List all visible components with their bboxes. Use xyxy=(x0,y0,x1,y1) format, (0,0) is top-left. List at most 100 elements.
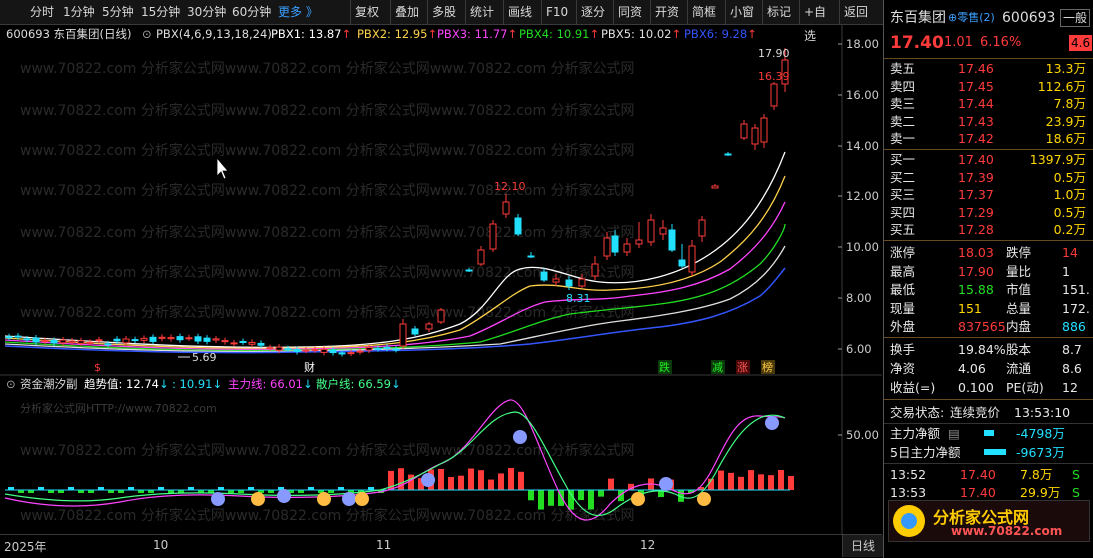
more-periods-button[interactable]: 更多 》 xyxy=(278,5,318,19)
badge-icon[interactable]: ⊕零售(2) xyxy=(948,11,995,24)
x-label-12: 12 xyxy=(640,538,656,552)
candle-body xyxy=(329,349,337,354)
category-tag[interactable]: 一般 xyxy=(1060,9,1091,27)
site-logo: 分析家公式网 www.70822.com xyxy=(888,500,1090,542)
bid-row[interactable]: 买三 17.37 1.0万 xyxy=(884,186,1093,203)
period-tab-15min[interactable]: 15分钟 xyxy=(141,5,181,19)
per-minute-button[interactable]: 逐分 xyxy=(576,0,613,24)
candle-body xyxy=(392,348,400,351)
small-window-button[interactable]: 小窗 xyxy=(725,0,762,24)
stat-label: 现量 xyxy=(890,300,916,316)
fuquan-button[interactable]: 复权 xyxy=(350,0,390,24)
logo-url: www.70822.com xyxy=(951,524,1063,538)
sub-bar xyxy=(568,490,574,510)
sub-bar xyxy=(318,490,324,493)
sub-chart-name[interactable]: 资金潮汐副 xyxy=(20,377,78,391)
bid-row[interactable]: 买五 17.28 0.2万 xyxy=(884,221,1093,238)
stats-button[interactable]: 统计 xyxy=(465,0,503,24)
f10-button[interactable]: F10 xyxy=(541,0,576,24)
period-tab-fenshi[interactable]: 分时 xyxy=(30,5,55,19)
bid-row[interactable]: 买四 17.29 0.5万 xyxy=(884,204,1093,221)
current-price: 17.40 xyxy=(890,33,944,53)
period-tab-30min[interactable]: 30分钟 xyxy=(187,5,227,19)
sub-bar xyxy=(698,487,704,490)
sub-bar xyxy=(768,475,774,490)
smile-face-icon xyxy=(251,492,265,506)
candle-body xyxy=(194,336,202,342)
candle-body xyxy=(347,352,355,355)
ask-row[interactable]: 卖二 17.43 23.9万 xyxy=(884,113,1093,130)
candle-body xyxy=(698,219,706,237)
simple-frame-button[interactable]: 简框 xyxy=(687,0,725,24)
ask-volume: 7.8万 xyxy=(1053,96,1086,112)
candle-body xyxy=(59,339,67,344)
candle-body xyxy=(399,323,407,347)
candle-body xyxy=(113,338,121,342)
marker-cai: 财 xyxy=(304,360,315,374)
fin-row: 收益(=) 0.100 PE(动) 12 xyxy=(884,379,1093,396)
fin-row: 净资 4.06 流通 8.6 xyxy=(884,360,1093,377)
period-tab-5min[interactable]: 5分钟 xyxy=(102,5,134,19)
sub-bar xyxy=(78,490,84,493)
period-tab-60min[interactable]: 60分钟 xyxy=(232,5,272,19)
mark-button[interactable]: 标记 xyxy=(762,0,799,24)
ask-label: 卖三 xyxy=(890,96,916,112)
multi-stock-button[interactable]: 多股 xyxy=(427,0,465,24)
ask-row[interactable]: 卖一 17.42 18.6万 xyxy=(884,130,1093,147)
stat-label: 最高 xyxy=(890,263,916,279)
ask-row[interactable]: 卖四 17.45 112.6万 xyxy=(884,78,1093,95)
candle-body xyxy=(275,346,283,351)
kline-period-button[interactable]: 日线 xyxy=(842,535,883,557)
stat-label-2: 市值 xyxy=(1006,282,1032,298)
x-label-11: 11 xyxy=(376,538,392,552)
candle-body xyxy=(540,271,548,281)
sub-bar xyxy=(458,475,464,490)
ask-price: 17.44 xyxy=(958,96,994,112)
sub-bar xyxy=(328,490,334,493)
same-fund-button[interactable]: 同资 xyxy=(613,0,650,24)
sub-bar xyxy=(358,490,364,493)
ask-row[interactable]: 卖三 17.44 7.8万 xyxy=(884,95,1093,112)
ask-row[interactable]: 卖五 17.46 13.3万 xyxy=(884,60,1093,77)
open-fund-button[interactable]: 开资 xyxy=(650,0,687,24)
draw-line-button[interactable]: 画线 xyxy=(503,0,541,24)
candle-body xyxy=(751,127,759,145)
candle-body xyxy=(50,340,58,344)
candle-body xyxy=(311,349,319,352)
tick-side: S xyxy=(1072,485,1080,500)
quote-panel: 东百集团 ⊕零售(2) 600693 一般 17.40 1.01 6.16% 4… xyxy=(883,0,1093,558)
candle-body xyxy=(68,340,76,343)
sub-bar xyxy=(558,490,564,506)
fin-label-2: 股本 xyxy=(1006,342,1032,357)
period-tab-1min[interactable]: 1分钟 xyxy=(63,5,95,19)
ask-volume: 13.3万 xyxy=(1045,61,1086,76)
sub-bar xyxy=(238,490,244,493)
calendar-icon[interactable]: ▤ xyxy=(948,426,960,441)
sub-bar xyxy=(438,468,444,490)
back-button[interactable]: 返回 xyxy=(839,0,882,24)
sub-bar xyxy=(578,490,584,501)
overlay-button[interactable]: 叠加 xyxy=(390,0,427,24)
sub-bar xyxy=(338,487,344,490)
marker-zhang: 涨 xyxy=(737,361,748,374)
candle-body xyxy=(14,335,22,338)
sub-toggle-icon[interactable]: ⊙ xyxy=(6,377,16,391)
sub-bar xyxy=(448,476,454,490)
fin-label: 换手 xyxy=(890,342,916,357)
candle-body xyxy=(257,342,265,346)
bid-row[interactable]: 买一 17.40 1397.9万 xyxy=(884,151,1093,168)
add-watchlist-button[interactable]: +自选 xyxy=(799,0,839,43)
bid-row[interactable]: 买二 17.39 0.5万 xyxy=(884,169,1093,186)
candle-body xyxy=(374,347,382,350)
indicator-toggle-icon[interactable]: ⊙ xyxy=(142,27,152,41)
indicator-name[interactable]: PBX(4,6,9,13,18,24) xyxy=(156,27,272,41)
sub-y-tick: 50.00 xyxy=(846,428,879,442)
ask-price: 17.46 xyxy=(958,61,994,76)
smile-face-icon xyxy=(631,492,645,506)
stat-label: 外盘 xyxy=(890,319,916,335)
stat-value: 151 xyxy=(958,300,982,316)
fin-label: 净资 xyxy=(890,361,916,376)
candle-body xyxy=(176,336,184,341)
candle-body xyxy=(552,278,560,283)
